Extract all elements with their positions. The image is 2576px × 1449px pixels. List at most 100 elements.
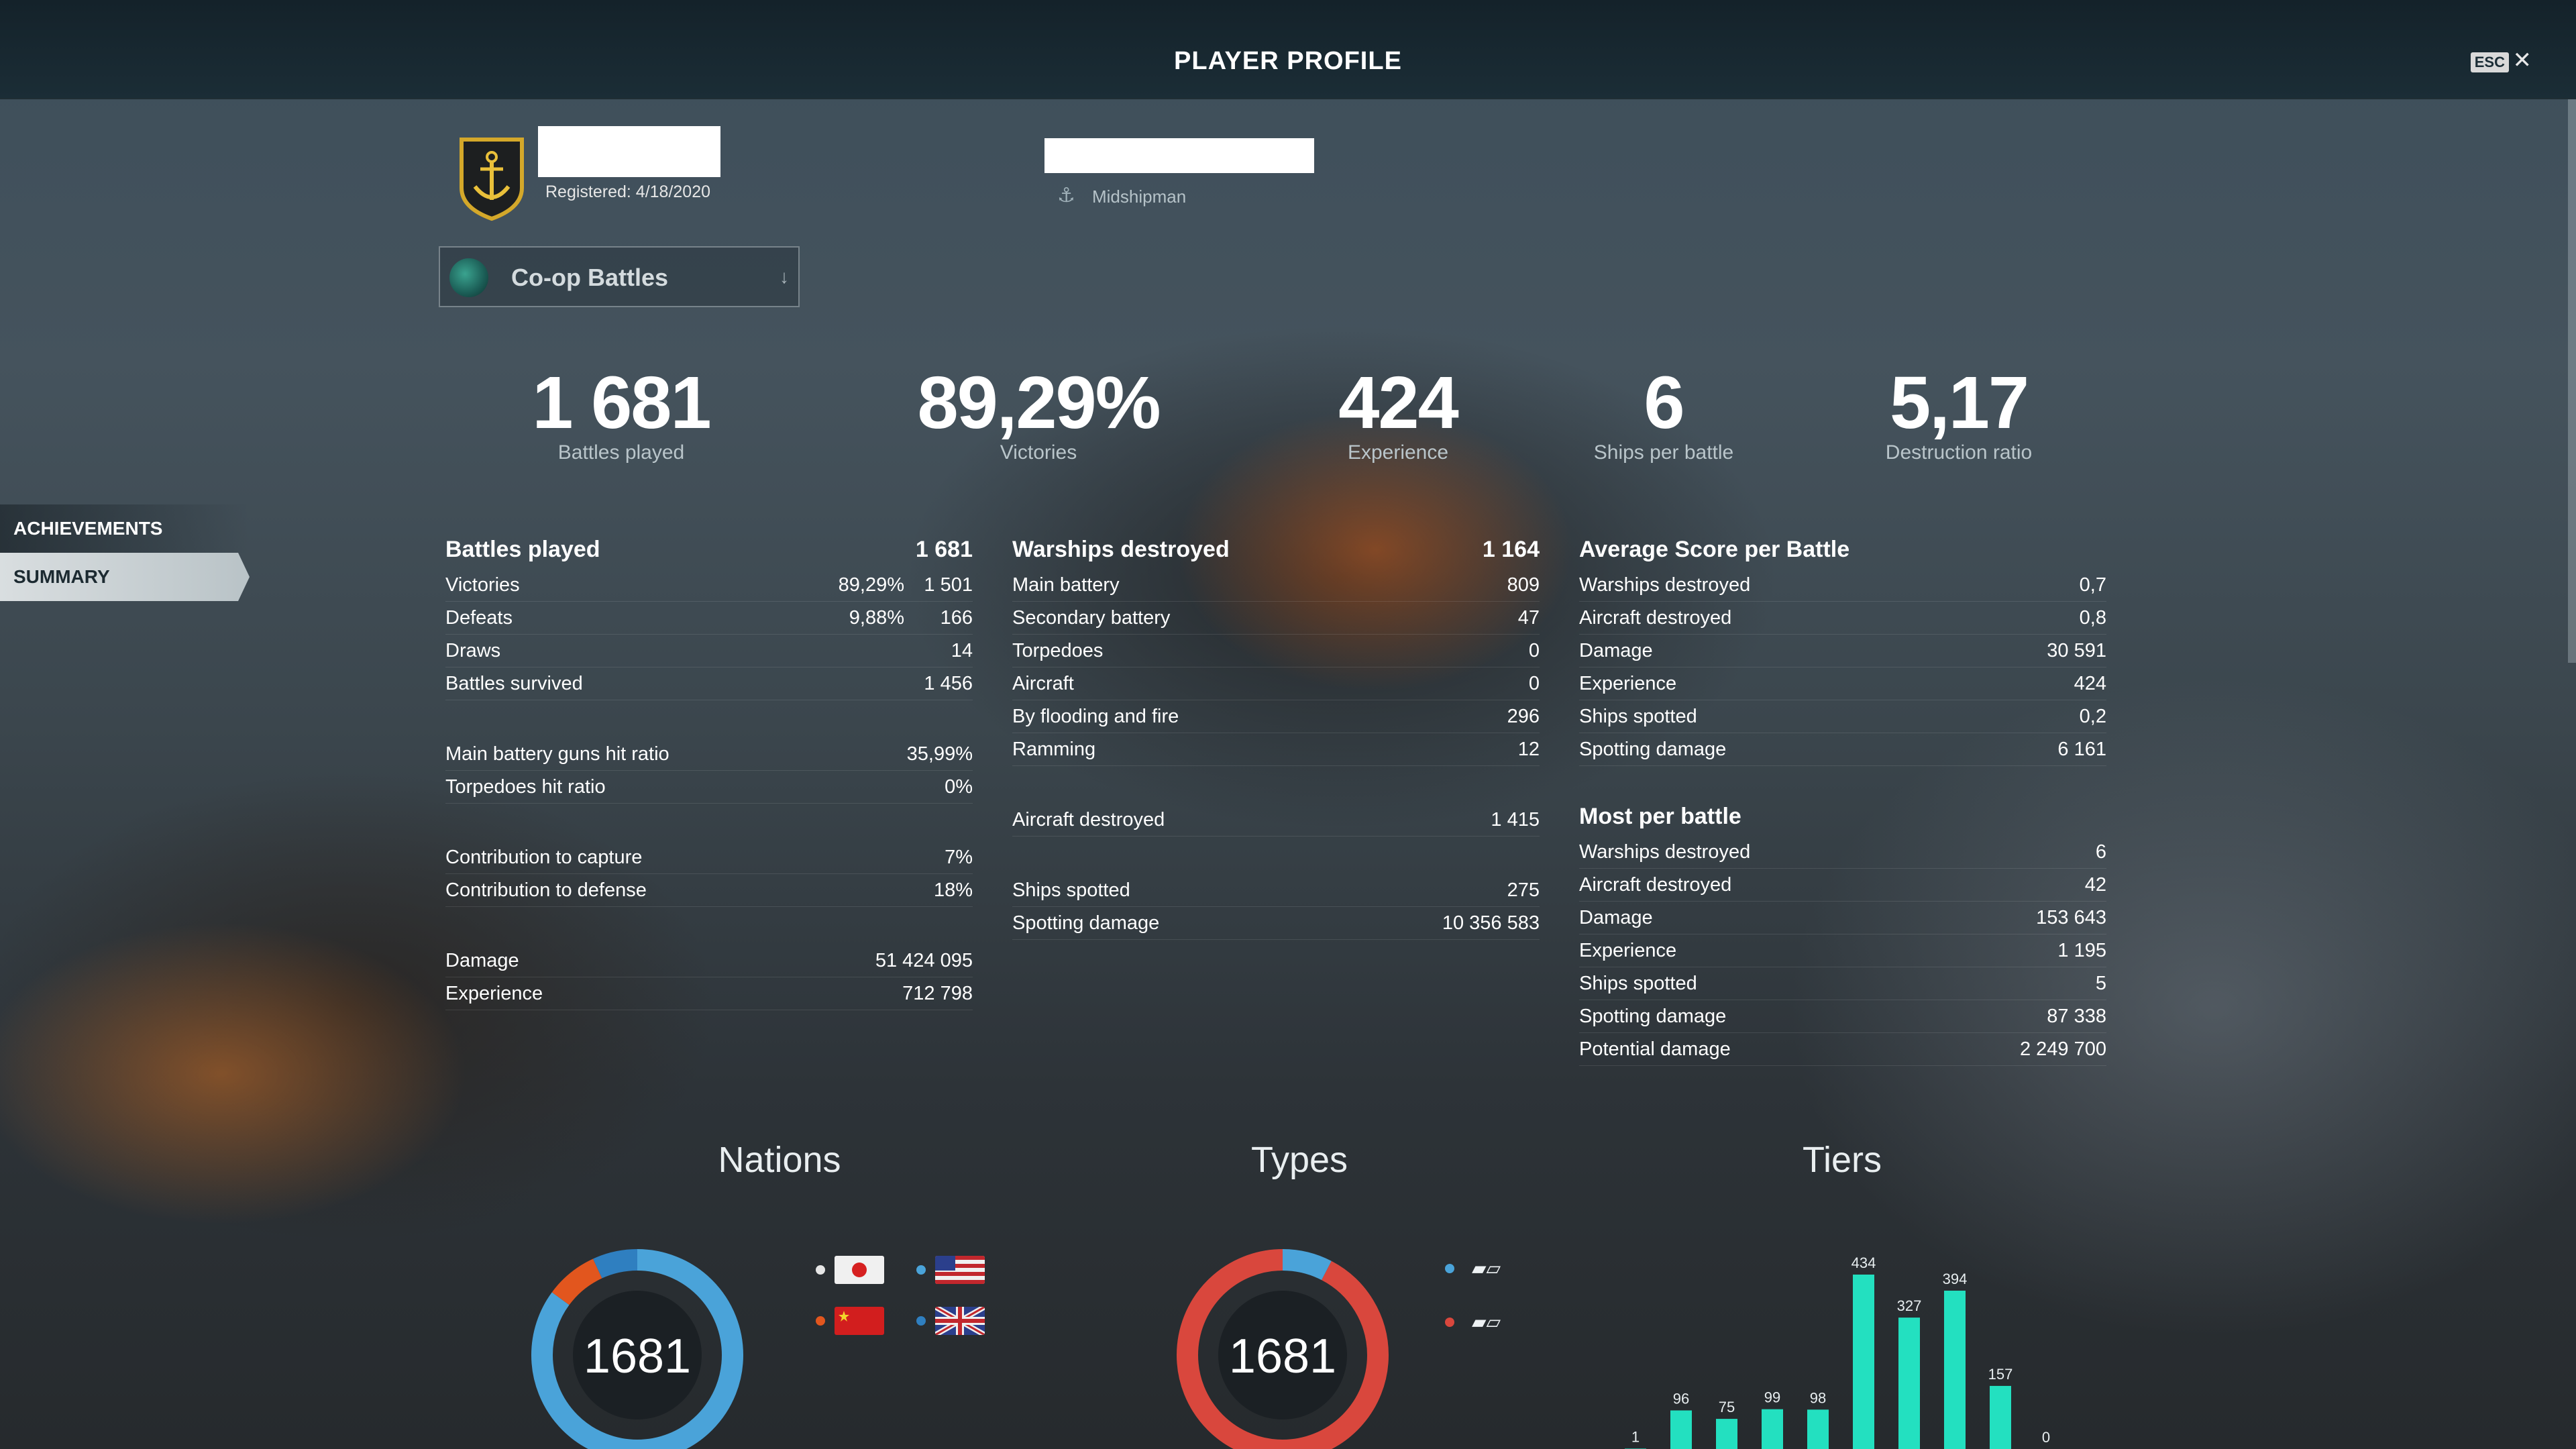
stat-row-aircraft: Aircraft 0 bbox=[1012, 667, 1540, 700]
stat-value: 809 bbox=[1507, 574, 1540, 596]
stat-row-ramming: Ramming 12 bbox=[1012, 733, 1540, 766]
stat-row-ships-spotted: Ships spotted 275 bbox=[1012, 874, 1540, 907]
legend-dot-japan bbox=[816, 1265, 825, 1275]
stat-value: 42 bbox=[2084, 874, 2106, 896]
big-stat-value: 5,17 bbox=[1889, 362, 2029, 444]
stat-value: 296 bbox=[1507, 706, 1540, 727]
esc-key-hint[interactable]: ESC bbox=[2470, 52, 2509, 72]
most-row: Potential damage 2 249 700 bbox=[1579, 1033, 2106, 1066]
tier-value-label: 1 bbox=[1631, 1428, 1640, 1445]
types-slice-1 bbox=[1177, 1249, 1389, 1449]
tier-value-label: 99 bbox=[1764, 1389, 1780, 1406]
cruiser-type-icon[interactable]: ▰▱ bbox=[1472, 1311, 1501, 1332]
scrollbar[interactable] bbox=[2568, 99, 2576, 663]
page-title: PLAYER PROFILE bbox=[1174, 47, 1402, 75]
japan-flag-icon[interactable] bbox=[835, 1256, 884, 1284]
tier-value-label: 96 bbox=[1673, 1390, 1689, 1407]
stat-value: 2 249 700 bbox=[2019, 1038, 2106, 1060]
stat-label: Main battery bbox=[1012, 574, 1120, 596]
stat-label: Spotting damage bbox=[1579, 1006, 1727, 1027]
big-stat-victories: 89,29% Victories bbox=[871, 360, 1206, 464]
stat-row-draws: Draws 14 bbox=[445, 635, 973, 667]
anchor-emblem-icon bbox=[460, 138, 524, 221]
stat-row-victories: Victories 89,29% 1 501 bbox=[445, 569, 973, 602]
registered-date: Registered: 4/18/2020 bbox=[545, 182, 711, 201]
stat-value: 275 bbox=[1507, 879, 1540, 901]
big-stat-destruction-ratio: 5,17 Destruction ratio bbox=[1791, 360, 2127, 464]
tier-value-label: 75 bbox=[1719, 1399, 1735, 1415]
tier-bar-V bbox=[1807, 1409, 1829, 1449]
battle-mode-dropdown[interactable]: Co-op Battles ↓ bbox=[439, 246, 800, 307]
stat-label: Potential damage bbox=[1579, 1038, 1731, 1060]
average-most-column: Average Score per Battle Warships destro… bbox=[1579, 530, 2106, 1066]
warships-destroyed-header: Warships destroyed 1 164 bbox=[1012, 530, 1540, 569]
china-flag-icon[interactable] bbox=[835, 1307, 884, 1335]
types-donut-chart[interactable]: 1681 bbox=[1169, 1241, 1397, 1449]
stat-percent: 89,29% bbox=[838, 574, 904, 596]
close-icon[interactable]: ✕ bbox=[2512, 48, 2532, 73]
stat-row-damage: Damage 51 424 095 bbox=[445, 945, 973, 977]
stat-label: Torpedoes hit ratio bbox=[445, 776, 606, 798]
tiers-title: Tiers bbox=[1803, 1140, 1882, 1180]
stat-label: Spotting damage bbox=[1579, 739, 1727, 760]
stat-value: 1 415 bbox=[1491, 809, 1540, 830]
big-stat-label: Ships per battle bbox=[1593, 441, 1734, 464]
nations-center bbox=[573, 1291, 702, 1419]
legend-dot-china bbox=[816, 1316, 825, 1326]
tier-value-label: 327 bbox=[1897, 1297, 1922, 1314]
section-heading: Average Score per Battle bbox=[1579, 537, 1850, 562]
tier-bar-IX bbox=[1990, 1385, 2011, 1449]
legend-dot-type-1 bbox=[1445, 1264, 1454, 1273]
usa-flag-icon[interactable] bbox=[935, 1256, 985, 1284]
stat-label: Experience bbox=[1579, 673, 1677, 694]
stat-value: 0% bbox=[945, 776, 973, 798]
stat-label: Warships destroyed bbox=[1579, 574, 1751, 596]
tiers-bar-chart[interactable]: 1 96 75 99 98 434 327 394 157 0 bbox=[1610, 1248, 2080, 1449]
most-row: Warships destroyed 6 bbox=[1579, 836, 2106, 869]
stat-label: Battles survived bbox=[445, 673, 583, 694]
stat-label: Aircraft destroyed bbox=[1579, 607, 1732, 629]
big-stat-value: 1 681 bbox=[532, 362, 711, 444]
stat-value: 30 591 bbox=[2047, 640, 2106, 661]
stat-value: 47 bbox=[1517, 607, 1540, 629]
stat-row-defense: Contribution to defense 18% bbox=[445, 874, 973, 907]
uk-flag-icon[interactable] bbox=[935, 1307, 985, 1335]
stat-label: Spotting damage bbox=[1012, 912, 1160, 934]
nav-summary[interactable]: SUMMARY bbox=[0, 553, 250, 601]
nations-slice-2 bbox=[531, 1249, 743, 1449]
stat-value: 166 bbox=[940, 607, 973, 629]
stat-row-survived: Battles survived 1 456 bbox=[445, 667, 973, 700]
nav-achievements[interactable]: ACHIEVEMENTS bbox=[0, 504, 250, 553]
section-heading: Most per battle bbox=[1579, 804, 1741, 829]
average-score-header: Average Score per Battle bbox=[1579, 530, 2106, 569]
tier-bar-VI bbox=[1853, 1275, 1874, 1449]
stat-row-defeats: Defeats 9,88% 166 bbox=[445, 602, 973, 635]
rank-label: Midshipman bbox=[1092, 186, 1187, 207]
stat-row-aircraft-destroyed: Aircraft destroyed 1 415 bbox=[1012, 804, 1540, 837]
tier-value-label: 434 bbox=[1851, 1254, 1876, 1271]
tier-value-label: 98 bbox=[1810, 1389, 1826, 1406]
big-stat-value: 6 bbox=[1644, 362, 1684, 444]
stat-label: Aircraft bbox=[1012, 673, 1074, 694]
stat-label: Contribution to capture bbox=[445, 847, 643, 868]
avg-row: Aircraft destroyed 0,8 bbox=[1579, 602, 2106, 635]
player-name-redacted bbox=[538, 126, 720, 177]
stat-label: Warships destroyed bbox=[1579, 841, 1751, 863]
stat-value: 1 681 bbox=[915, 537, 973, 562]
tier-bar-VIII bbox=[1944, 1290, 1966, 1449]
most-row: Aircraft destroyed 42 bbox=[1579, 869, 2106, 902]
nations-donut-chart[interactable]: 1681 bbox=[523, 1241, 751, 1449]
top-bar: PLAYER PROFILE ESC ✕ bbox=[0, 0, 2576, 99]
avg-row: Ships spotted 0,2 bbox=[1579, 700, 2106, 733]
battles-played-header: Battles played 1 681 bbox=[445, 530, 973, 569]
stat-row-torpedoes: Torpedoes 0 bbox=[1012, 635, 1540, 667]
stat-row-experience: Experience 712 798 bbox=[445, 977, 973, 1010]
avg-row: Spotting damage 6 161 bbox=[1579, 733, 2106, 766]
stat-label: Ships spotted bbox=[1012, 879, 1130, 901]
destroyer-type-icon[interactable]: ▰▱ bbox=[1472, 1258, 1501, 1279]
big-stat-value: 424 bbox=[1338, 362, 1459, 444]
stat-label: Ships spotted bbox=[1579, 706, 1697, 727]
stat-value: 7% bbox=[945, 847, 973, 868]
stat-value: 0,7 bbox=[2079, 574, 2106, 596]
legend-dot-usa bbox=[916, 1265, 926, 1275]
